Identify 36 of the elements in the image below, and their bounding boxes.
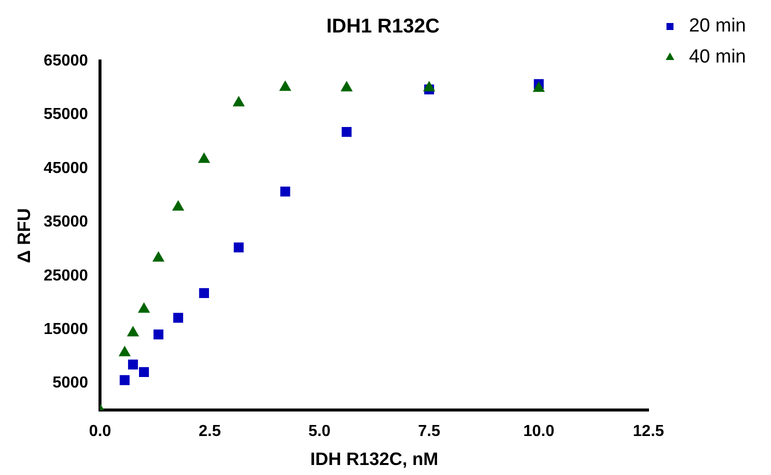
- point: [532, 81, 545, 92]
- point: [198, 152, 210, 163]
- point: [280, 186, 290, 196]
- point: [172, 200, 184, 211]
- y-tick-label: 5000: [52, 374, 88, 392]
- x-tick-label: 7.5: [418, 423, 440, 440]
- point: [340, 80, 353, 92]
- point: [139, 367, 149, 378]
- point: [173, 312, 184, 323]
- y-tick-label: 15000: [44, 321, 88, 338]
- y-tick-label: 45000: [44, 160, 88, 177]
- x-tick-label: 0.0: [88, 423, 112, 440]
- y-tick-label: 35000: [44, 214, 88, 231]
- x-tick-label: 10.0: [523, 423, 554, 440]
- x-axis-title: IDH R132C, nM: [310, 449, 438, 470]
- point: [342, 126, 352, 137]
- point: [138, 302, 150, 313]
- y-tick-label: 65000: [44, 52, 88, 70]
- point: [128, 360, 138, 370]
- x-tick-label: 12.5: [632, 423, 664, 440]
- y-axis-title: Δ RFU: [14, 208, 34, 264]
- point: [232, 96, 245, 106]
- point: [153, 330, 164, 340]
- x-tick-label: 2.5: [198, 423, 221, 440]
- point: [279, 80, 292, 91]
- point: [152, 251, 164, 262]
- point: [199, 288, 210, 298]
- point: [120, 375, 130, 386]
- point: [423, 80, 436, 92]
- point: [234, 242, 244, 252]
- x-tick-label: 5.0: [308, 423, 331, 440]
- y-tick-label: 25000: [44, 267, 88, 284]
- legend-label: 20 min: [688, 16, 746, 37]
- legend-label: 40 min: [688, 46, 746, 68]
- y-tick-label: 55000: [44, 106, 88, 124]
- chart-title: IDH1 R132C: [326, 16, 440, 38]
